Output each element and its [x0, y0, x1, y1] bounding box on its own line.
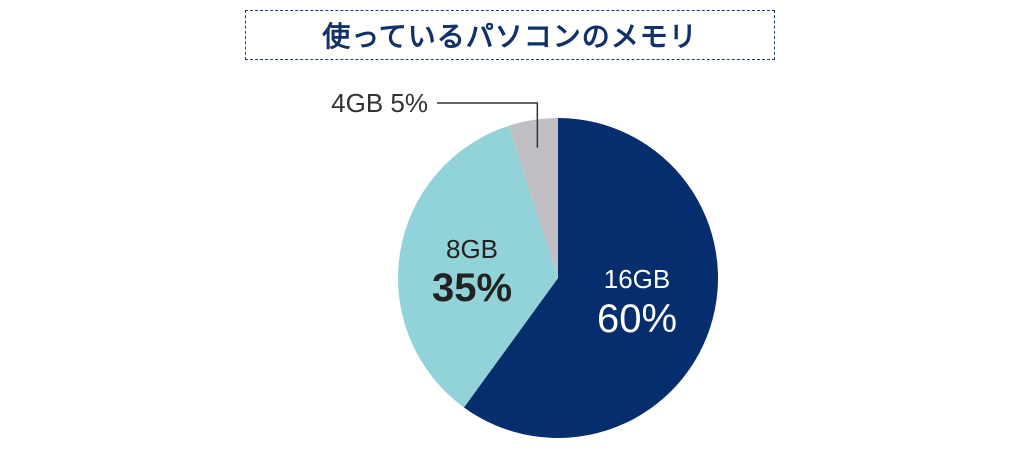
slice-label-16gb: 16GB: [604, 264, 671, 294]
pie-slice-4gb: [508, 118, 558, 278]
pie-slice-16gb: [463, 118, 718, 438]
chart-title-box: 使っているパソコンのメモリ: [245, 10, 775, 60]
chart-title: 使っているパソコンのメモリ: [322, 20, 698, 53]
slice-label-4gb: 4GB 5%: [331, 88, 428, 118]
slice-label-8gb: 8GB: [446, 234, 498, 264]
pie-slices: [397, 118, 718, 438]
slice-pct-8gb: 35%: [432, 266, 512, 310]
leader-line-4gb: [437, 102, 539, 148]
pie-slice-8gb: [397, 125, 558, 408]
slice-pct-16gb: 60%: [597, 297, 677, 341]
